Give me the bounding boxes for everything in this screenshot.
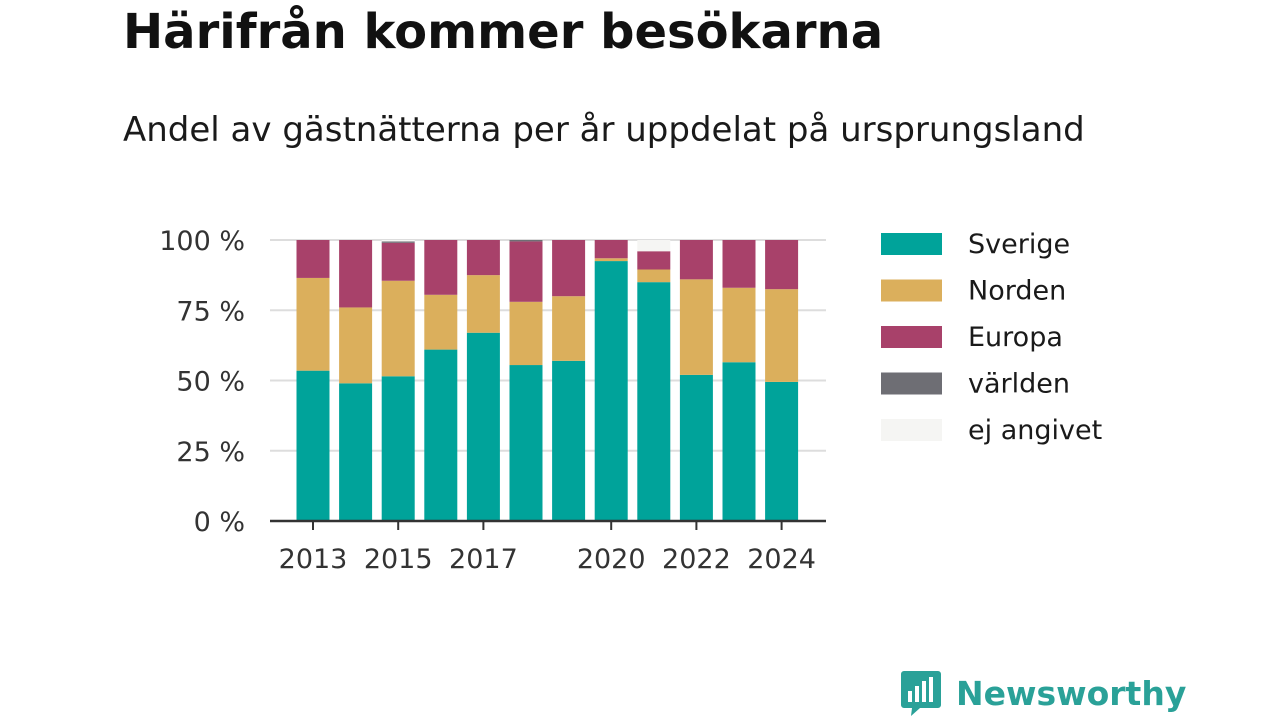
bar-segment: [296, 370, 330, 521]
y-tick-label: 0 %: [194, 507, 245, 538]
legend-label: ej angivet: [968, 415, 1102, 446]
bar-segment: [552, 360, 586, 521]
bar-segment: [679, 279, 713, 375]
bar-segment: [722, 240, 756, 288]
legend-label: världen: [968, 369, 1070, 400]
bar-segment: [381, 280, 415, 377]
brand-name: Newsworthy: [956, 673, 1187, 713]
y-tick-label: 50 %: [176, 367, 245, 398]
bar-segment: [509, 240, 543, 242]
y-tick-label: 25 %: [176, 437, 245, 468]
legend-label: Norden: [968, 276, 1066, 307]
x-tick-label: 2015: [364, 544, 433, 575]
bar-segment: [552, 296, 586, 361]
y-tick-label: 100 %: [159, 226, 245, 257]
bar-segment: [296, 240, 330, 278]
legend-label: Sverige: [968, 229, 1070, 260]
bar-segment: [339, 307, 373, 384]
legend-label: Europa: [968, 322, 1063, 353]
bar-segment: [466, 240, 500, 276]
legend-swatch: [881, 419, 942, 441]
bar-segment: [381, 242, 415, 281]
bar-segment: [637, 251, 671, 270]
bar-segment: [381, 241, 415, 243]
bar-segment: [594, 258, 628, 262]
bar-segment: [424, 349, 458, 521]
bar-segment: [339, 240, 373, 308]
bar-segment: [679, 240, 713, 280]
legend-swatch: [881, 326, 942, 348]
bar-segment: [722, 362, 756, 521]
bar-segment: [765, 381, 799, 521]
bar-segment: [637, 269, 671, 283]
bar-segment: [679, 374, 713, 521]
legend-swatch: [881, 372, 942, 395]
bar-chart-speech-bubble-icon: [901, 671, 941, 716]
y-tick-label: 75 %: [176, 296, 245, 327]
bar-segment: [765, 289, 799, 382]
x-tick-label: 2024: [747, 544, 816, 575]
bar-segment: [296, 277, 330, 371]
chart-subtitle: Andel av gästnätterna per år uppdelat på…: [123, 110, 1085, 150]
bar-segment: [424, 240, 458, 295]
brand-logo: Newsworthy: [900, 668, 1186, 718]
bar-segment: [765, 240, 799, 290]
bar-segment: [509, 301, 543, 366]
x-tick-label: 2017: [449, 544, 518, 575]
bar-segment: [594, 240, 628, 259]
x-tick-label: 2022: [662, 544, 731, 575]
bar-segment: [722, 287, 756, 363]
bar-segment: [509, 365, 543, 521]
bar-segment: [466, 332, 500, 521]
legend-swatch: [881, 233, 942, 255]
bar-segment: [637, 282, 671, 521]
bar-segment: [381, 376, 415, 521]
bar-segment: [637, 240, 671, 252]
bar-segment: [339, 383, 373, 521]
x-tick-label: 2020: [577, 544, 646, 575]
bar-segment: [509, 241, 543, 302]
x-tick-label: 2013: [279, 544, 348, 575]
bar-segment: [594, 261, 628, 521]
legend-swatch: [881, 279, 942, 302]
bar-segment: [381, 240, 415, 242]
chart-title: Härifrån kommer besökarna: [123, 4, 884, 60]
bar-segment: [552, 240, 586, 297]
bar-segment: [424, 294, 458, 350]
bar-segment: [466, 275, 500, 333]
